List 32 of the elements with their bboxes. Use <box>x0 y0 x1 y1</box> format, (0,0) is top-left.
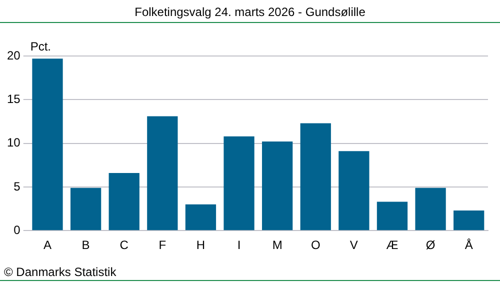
bar <box>415 188 446 230</box>
bar <box>338 151 370 230</box>
x-tick-label: M <box>272 238 282 252</box>
bar <box>32 58 63 230</box>
bar <box>147 116 178 230</box>
x-tick-label: A <box>43 238 52 252</box>
x-tick-label: V <box>350 238 358 252</box>
x-tick-label: O <box>310 238 320 252</box>
x-tick-label: Ø <box>426 238 436 252</box>
y-tick-label: 15 <box>6 92 21 106</box>
x-tick-label: H <box>196 238 206 252</box>
bar <box>300 123 331 230</box>
y-axis-title: Pct. <box>30 39 52 54</box>
chart-title: Folketingsvalg 24. marts 2026 - Gundsølille <box>134 5 366 19</box>
bar <box>454 210 484 230</box>
y-tick-label: 5 <box>14 179 21 194</box>
x-tick-label: C <box>120 238 129 252</box>
bar <box>376 202 408 230</box>
y-tick-label: 10 <box>6 136 21 150</box>
x-tick-label: F <box>158 238 166 252</box>
x-tick-label: Æ <box>386 238 398 252</box>
text: © Danmarks Statistik <box>4 265 116 279</box>
x-tick-label: Å <box>464 238 473 252</box>
bar <box>185 204 216 230</box>
y-tick-label: 0 <box>14 222 21 237</box>
bar <box>70 188 102 230</box>
bar <box>262 142 293 230</box>
x-tick-label: B <box>82 238 90 252</box>
bar <box>108 172 140 230</box>
y-tick-label: 20 <box>6 48 21 62</box>
x-tick-label: I <box>237 238 241 252</box>
bar <box>224 136 254 230</box>
